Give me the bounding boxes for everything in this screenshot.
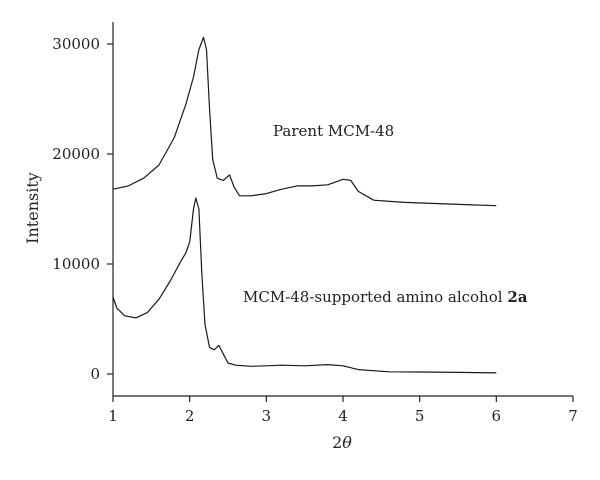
series-label-2: MCM-48-supported amino alcohol 2a (243, 288, 528, 306)
y-tick-label: 10000 (52, 255, 100, 273)
x-tick-label: 4 (338, 407, 348, 425)
y-tick-label: 30000 (52, 35, 100, 53)
x-axis-title: 2θ (332, 433, 352, 452)
x-tick-label: 2 (185, 407, 195, 425)
y-tick-label: 0 (90, 365, 100, 383)
x-axis-title-prefix: 2 (332, 433, 342, 452)
series-label-text: Parent MCM-48 (273, 122, 394, 140)
series-label-1: Parent MCM-48 (273, 122, 394, 140)
x-tick-label: 7 (568, 407, 578, 425)
x-axis-title-symbol: θ (342, 433, 352, 452)
axes: 1 2 3 4 5 6 7 0 10000 20000 30000 (52, 22, 578, 425)
series-group: Parent MCM-48 MCM-48-supported amino alco… (112, 36, 528, 374)
x-tick-label: 5 (415, 407, 425, 425)
series-line-2 (112, 197, 497, 374)
series-label-text: MCM-48-supported amino alcohol (243, 288, 507, 306)
series-line-1 (112, 36, 497, 207)
series-label-bold: 2a (507, 288, 527, 306)
y-tick-label: 20000 (52, 145, 100, 163)
x-tick-label: 6 (492, 407, 502, 425)
x-tick-label: 1 (108, 407, 118, 425)
y-axis-title: Intensity (23, 172, 42, 244)
x-tick-label: 3 (262, 407, 272, 425)
